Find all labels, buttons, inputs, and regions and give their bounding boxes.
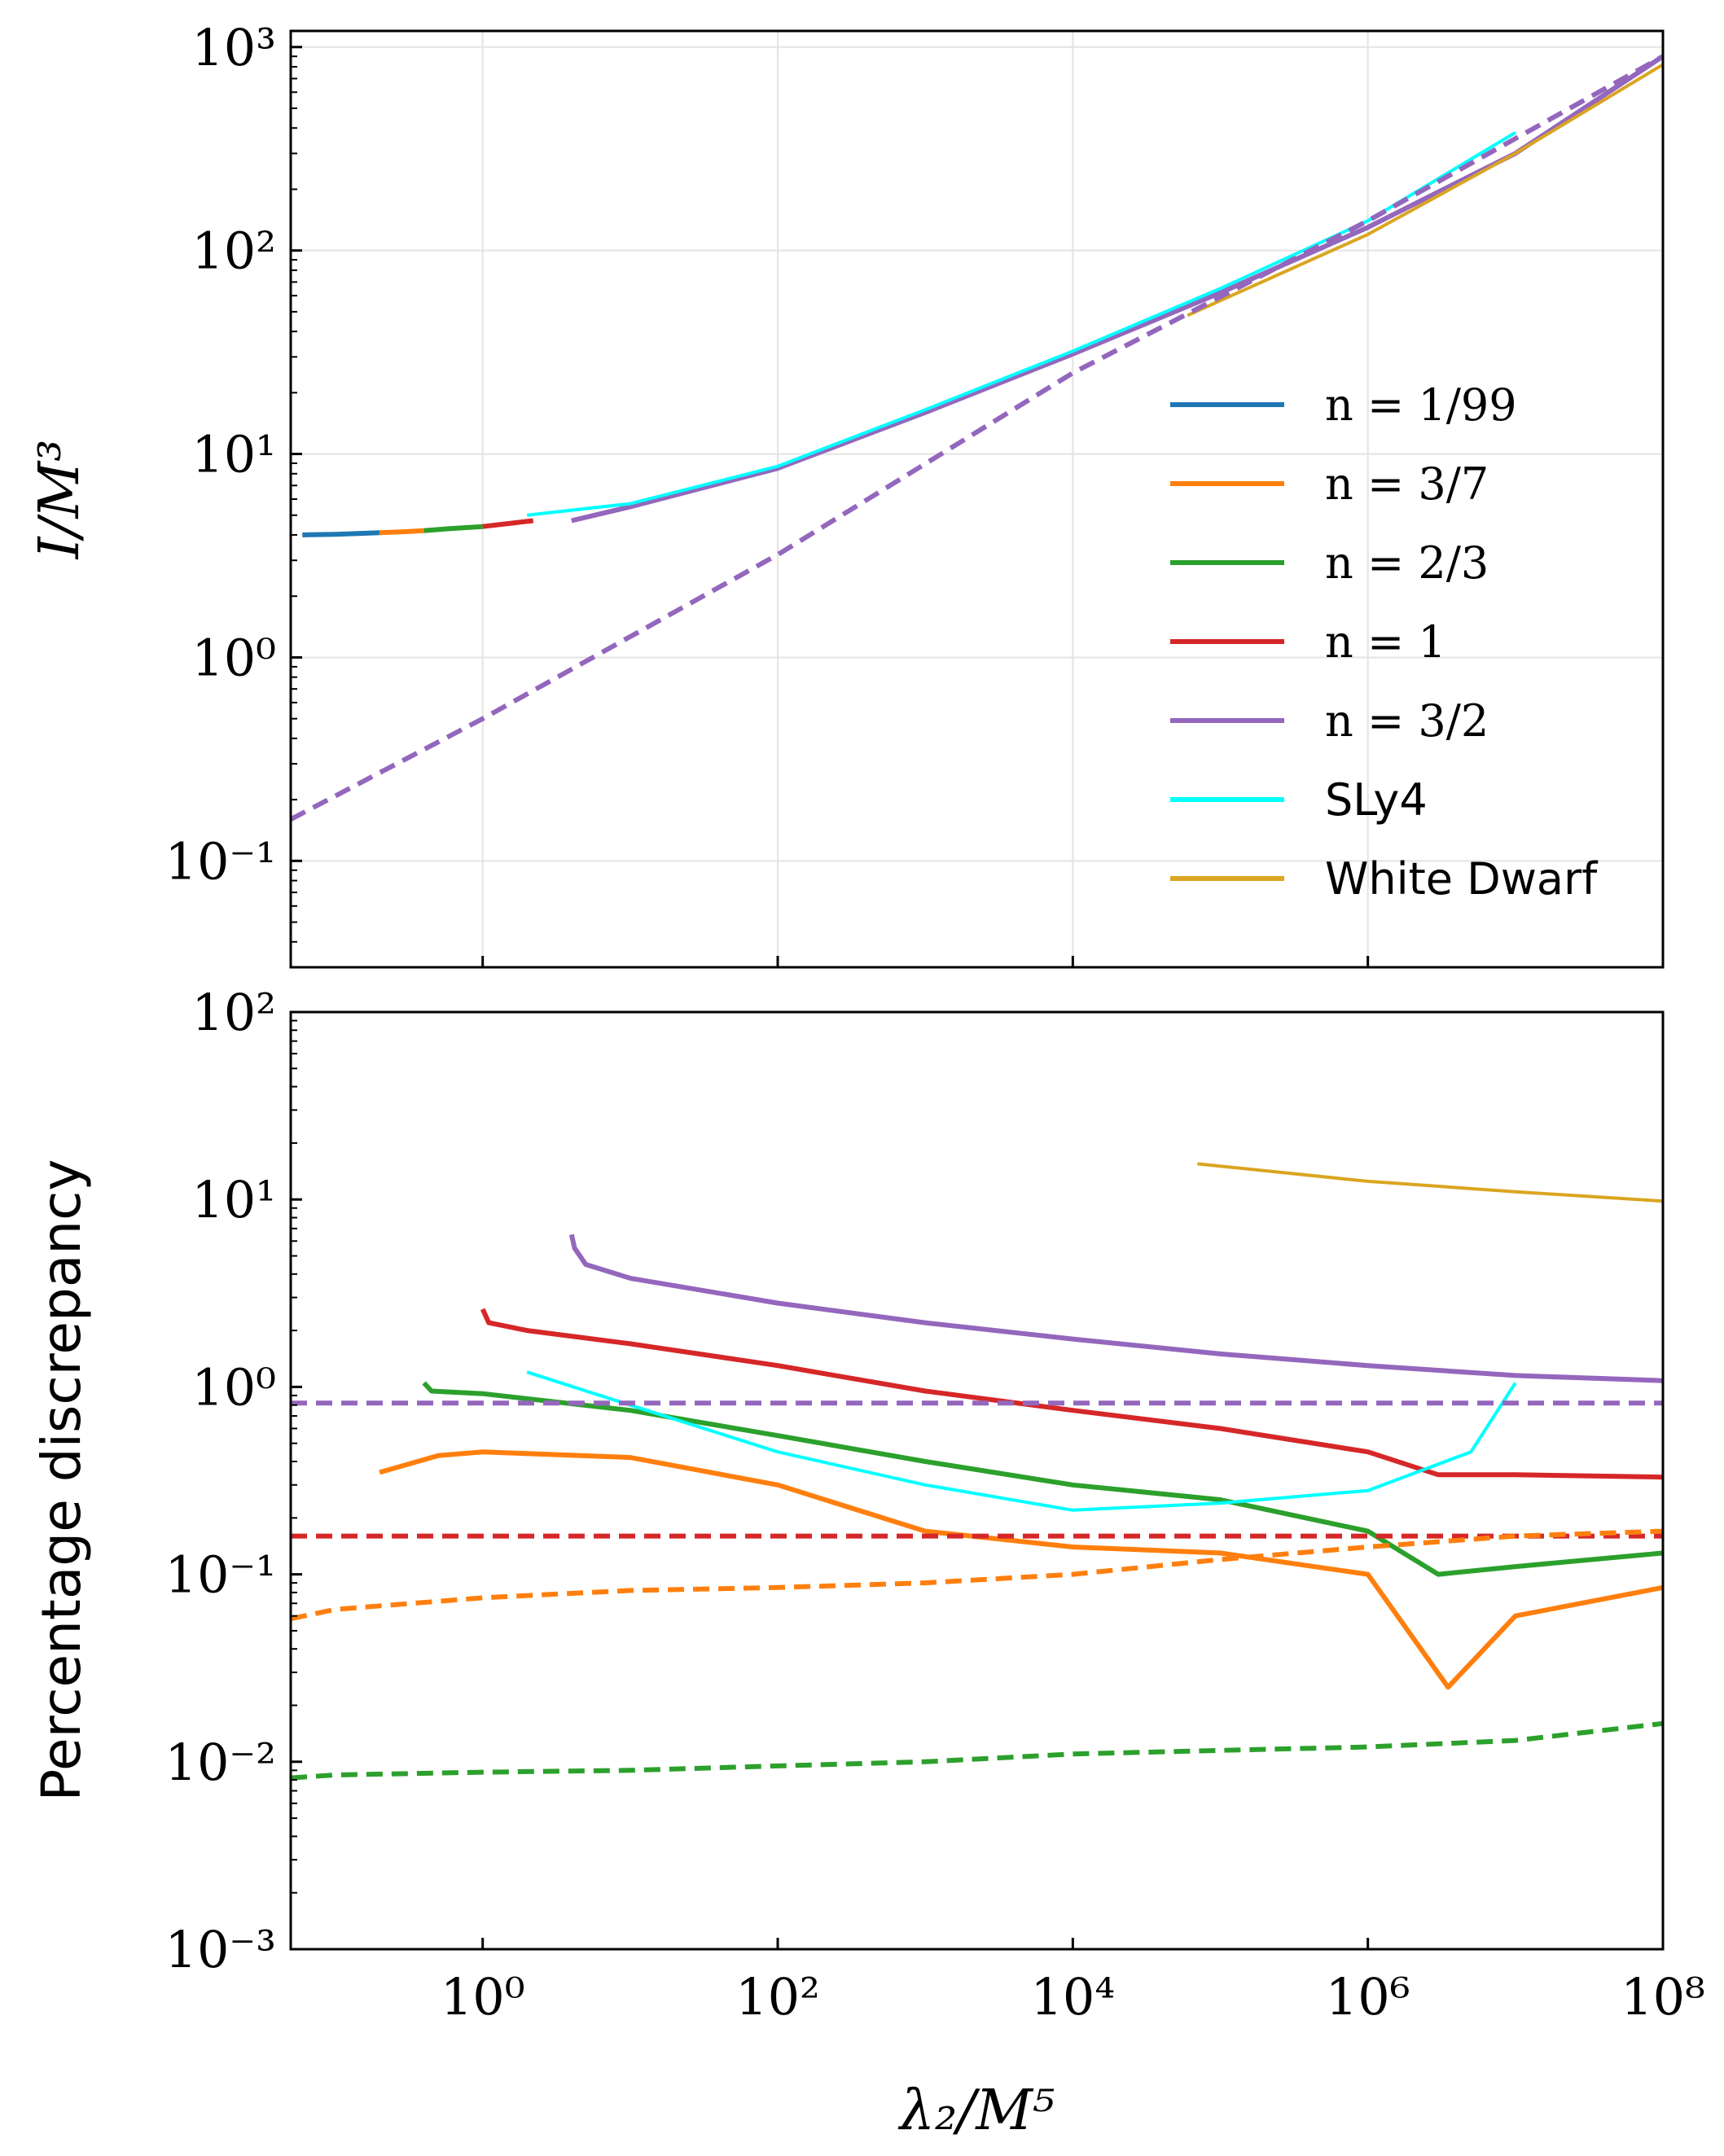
series-line-white-dwarf [1197,1162,1664,1203]
bottom-y-ticks: 10⁻³ 10⁻² 10⁻¹ 10⁰ 10¹ 10² [165,983,302,1979]
series-line-n-2-3 [422,1381,1664,1577]
legend-label: White Dwarf [1325,853,1599,905]
y-tick-label: 10⁻² [165,1733,276,1792]
legend-label: n = 3/2 [1325,695,1489,747]
y-tick-label: 10⁰ [191,628,276,687]
series-line-n-2-3-dashed [290,1720,1664,1781]
y-tick-label: 10⁻³ [165,1920,276,1979]
legend-label: SLy4 [1325,774,1428,826]
legend: n = 1/99 n = 3/7 n = 2/3 n = 1 n = 3/2 SLy4 Wh… [1170,379,1599,905]
series-line-n-3-2 [571,54,1665,524]
bottom-x-ticks: 10⁰ 10² 10⁴ 10⁶ 10⁸ [441,1938,1705,2027]
x-tick-label: 10⁶ [1326,1967,1410,2027]
y-tick-label: 10² [191,221,276,281]
y-tick-label: 10⁻¹ [165,1545,276,1605]
series-line-white-dwarf [1187,63,1665,318]
x-tick-label: 10² [735,1967,820,2027]
x-tick-label: 10⁰ [441,1967,525,2027]
y-tick-label: 10¹ [191,1170,276,1229]
series-line-n-3-2 [568,1234,1664,1383]
series-line-n-1 [482,518,534,529]
y-tick-label: 10¹ [191,425,276,484]
bottom-y-axis-title: Percentage discrepancy [30,1159,93,1802]
legend-label: n = 1/99 [1325,379,1517,431]
top-y-axis-title: I/M³ [28,440,92,561]
legend-label: n = 2/3 [1325,537,1489,589]
series-line-sly4 [526,131,1516,517]
bottom-panel: 10⁻³ 10⁻² 10⁻¹ 10⁰ 10¹ 10² 10⁰ 10² 10⁴ 10⁶ 10⁸ Pe… [30,983,1705,2143]
y-tick-label: 10⁻¹ [165,831,276,891]
top-x-ticks [481,956,1665,967]
x-tick-label: 10⁴ [1030,1967,1115,2027]
series-line-sly4 [526,1370,1517,1512]
series-line-n-3-2-fit [289,54,1665,822]
x-tick-label: 10⁸ [1621,1967,1705,2027]
bottom-series [290,1162,1664,1781]
top-series [289,54,1665,822]
legend-label: n = 3/7 [1325,458,1489,510]
bottom-axes-frame [289,1010,1665,1951]
series-line-n-3-7 [379,1449,1664,1690]
y-tick-label: 10³ [191,18,276,77]
y-tick-label: 10² [191,983,276,1042]
legend-label: n = 1 [1325,616,1446,668]
x-axis-title: λ₂/M⁵ [897,2079,1055,2143]
series-line-n-3-7-dashed [290,1528,1664,1622]
series-line-n-3-7 [379,528,424,536]
series-line-n-1-99 [302,530,380,537]
series-line-n-2-3 [423,524,483,533]
y-tick-label: 10⁰ [191,1357,276,1417]
top-y-ticks: 10⁻¹ 10⁰ 10¹ 10² 10³ [165,18,302,968]
